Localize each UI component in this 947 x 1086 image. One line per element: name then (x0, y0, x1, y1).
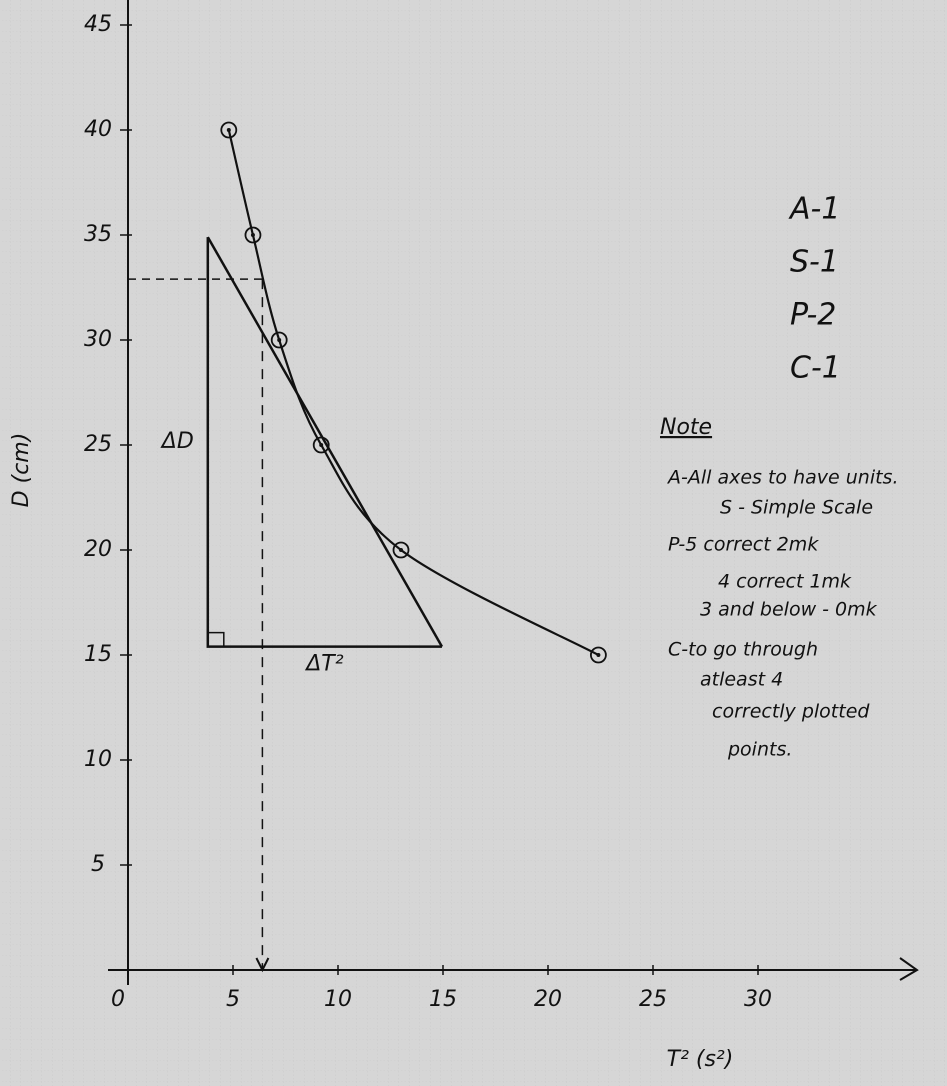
marking-item: S-1 (790, 245, 839, 280)
data-point-dot (227, 128, 231, 132)
note-line: 3 and below - 0mk (700, 599, 878, 621)
y-tick-label: 15 (84, 642, 112, 667)
marking-item: P-2 (790, 298, 836, 333)
data-point-dot (251, 233, 255, 237)
note-line: points. (727, 739, 792, 761)
x-tick-label: 15 (429, 987, 457, 1012)
note-line: A-All axes to have units. (666, 467, 899, 489)
note-line: 4 correct 1mk (718, 571, 852, 593)
y-tick-label: 45 (84, 12, 112, 37)
note-title: Note (660, 415, 712, 440)
x-tick-label: 20 (534, 987, 562, 1012)
marking-item: A-1 (788, 192, 840, 227)
y-tick-label: 30 (84, 327, 112, 352)
y-tick-label: 40 (84, 117, 112, 142)
x-tick-label: 5 (226, 987, 240, 1012)
x-tick-label: 0 (111, 987, 125, 1012)
y-tick-label: 5 (91, 852, 105, 877)
delta-d-label: ΔD (160, 429, 194, 454)
chart: T² (s²) D (cm) 0 5 10 15 20 25 30 5 10 15 20 25 30 35… (0, 0, 947, 1086)
y-tick-label: 20 (84, 537, 112, 562)
x-tick-label: 25 (639, 987, 667, 1012)
delta-t2-label: ΔT² (304, 652, 343, 677)
y-tick-label: 25 (84, 432, 112, 457)
marking-item: C-1 (790, 351, 841, 386)
note-line: C-to go through (668, 639, 818, 661)
note-line: correctly plotted (712, 701, 870, 723)
data-point-dot (399, 548, 403, 552)
y-axis-label: D (cm) (9, 433, 34, 508)
x-tick-label: 30 (744, 987, 772, 1012)
x-tick-label: 10 (324, 987, 352, 1012)
note-line: atleast 4 (700, 669, 783, 691)
y-tick-label: 10 (84, 747, 112, 772)
data-point-dot (319, 443, 323, 447)
data-point-dot (596, 653, 600, 657)
y-tick-label: 35 (84, 222, 112, 247)
x-axis-label: T² (s²) (667, 1047, 734, 1072)
note-line: S - Simple Scale (720, 497, 873, 519)
note-line: P-5 correct 2mk (668, 534, 819, 556)
data-point-dot (277, 338, 281, 342)
